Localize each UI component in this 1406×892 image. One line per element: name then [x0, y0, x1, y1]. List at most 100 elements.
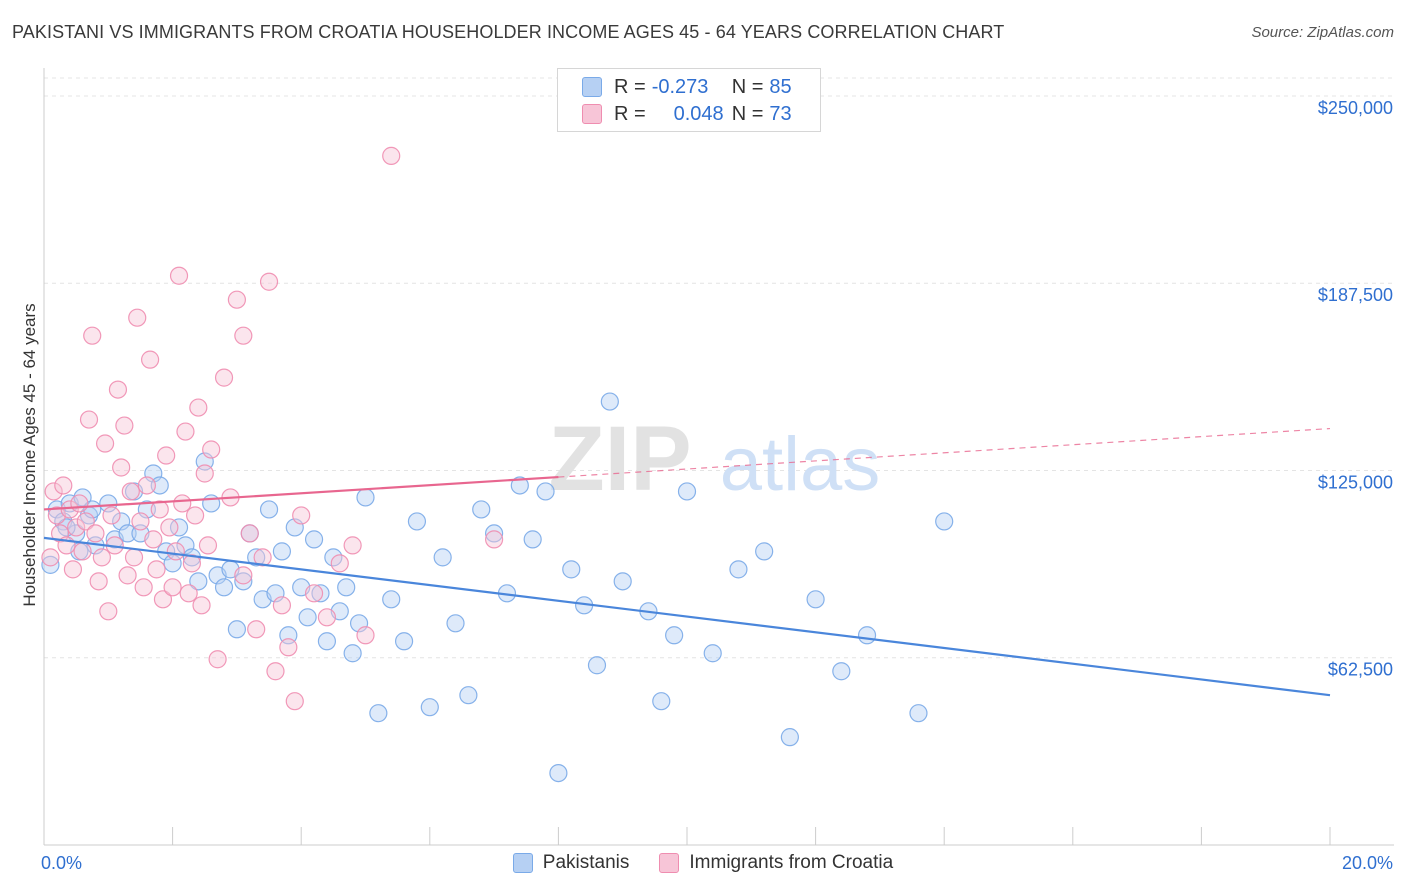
point-0-81	[935, 512, 954, 531]
point-0-40	[304, 530, 324, 549]
point-1-23	[115, 416, 134, 435]
series-1	[41, 146, 504, 711]
point-0-50	[382, 590, 401, 609]
point-0-57	[472, 500, 491, 519]
point-1-72	[234, 326, 253, 345]
point-1-56	[240, 524, 259, 543]
legend-item-croatia[interactable]: Immigrants from Croatia	[659, 852, 893, 874]
point-0-51	[394, 632, 414, 651]
r-value-pakistanis: -0.273	[651, 75, 709, 98]
point-0-64	[562, 560, 581, 579]
point-1-50	[202, 440, 221, 459]
point-0-61	[523, 530, 542, 549]
r-label: R =	[614, 75, 646, 98]
point-1-21	[108, 380, 128, 399]
legend-swatch-croatia	[582, 104, 602, 124]
legend-swatch-pakistanis	[512, 853, 533, 873]
point-1-9	[70, 494, 89, 513]
point-0-79	[857, 626, 877, 645]
y-tick-label-2: $187,500	[1318, 285, 1393, 305]
point-0-31	[247, 548, 266, 567]
point-1-42	[176, 422, 195, 441]
legend-row-croatia: R = 0.048 N = 73	[582, 101, 792, 127]
point-1-54	[227, 290, 246, 309]
point-0-74	[729, 560, 748, 579]
axes	[43, 68, 1394, 846]
point-1-13	[83, 326, 102, 345]
correlation-legend: R = -0.273 N = 85 R = 0.048 N = 73	[557, 68, 821, 132]
point-0-78	[832, 662, 851, 681]
point-0-33	[259, 500, 279, 519]
point-1-25	[121, 482, 140, 501]
point-0-39	[298, 608, 317, 627]
point-0-29	[234, 572, 253, 591]
point-0-26	[214, 578, 234, 597]
point-0-49	[369, 704, 388, 723]
watermark-atlas: atlas	[720, 422, 881, 507]
point-0-80	[909, 704, 928, 723]
point-1-4	[54, 476, 73, 495]
point-1-39	[166, 542, 185, 561]
point-0-45	[337, 578, 356, 597]
series-legend: Pakistanis Immigrants from Croatia	[0, 852, 1406, 874]
point-1-38	[163, 578, 182, 597]
y-tick-labels: $62,500 $125,000 $187,500 $250,000	[1318, 98, 1393, 680]
legend-label-pakistanis: Pakistanis	[542, 852, 630, 873]
legend-item-pakistanis[interactable]: Pakistanis	[512, 852, 630, 874]
point-1-57	[247, 620, 266, 639]
point-1-55	[234, 566, 253, 585]
point-0-19	[169, 518, 189, 537]
point-1-60	[266, 662, 285, 681]
point-0-77	[806, 590, 825, 609]
point-1-46	[189, 398, 208, 417]
point-1-19	[102, 506, 121, 525]
point-0-60	[510, 476, 529, 495]
point-1-30	[137, 476, 156, 495]
point-1-15	[89, 572, 108, 591]
point-1-28	[131, 512, 150, 531]
point-1-11	[76, 512, 95, 531]
point-1-37	[160, 518, 179, 537]
point-0-48	[356, 488, 375, 507]
r-value-croatia: 0.048	[673, 102, 724, 125]
point-1-69	[356, 626, 375, 645]
trend-line-0	[43, 536, 1331, 697]
point-1-29	[134, 578, 153, 597]
point-0-66	[587, 656, 607, 675]
point-1-63	[285, 692, 304, 711]
point-1-68	[343, 536, 362, 555]
point-1-12	[79, 410, 99, 429]
point-1-18	[99, 602, 118, 621]
point-0-73	[703, 644, 722, 663]
point-1-8	[67, 518, 86, 537]
source-label: Source: ZipAtlas.com	[1251, 24, 1394, 41]
watermark: ZIP atlas	[548, 408, 880, 510]
point-1-61	[272, 596, 292, 615]
trend-layer	[43, 427, 1331, 697]
point-0-35	[272, 542, 292, 561]
chart-title: PAKISTANI VS IMMIGRANTS FROM CROATIA HOU…	[12, 22, 1005, 42]
point-0-41	[311, 584, 330, 603]
point-1-26	[124, 548, 144, 567]
watermark-zip: ZIP	[548, 408, 691, 510]
point-1-66	[317, 608, 337, 627]
point-1-58	[253, 548, 272, 567]
point-1-33	[147, 560, 166, 579]
point-0-71	[665, 626, 684, 645]
point-0-54	[433, 548, 452, 567]
point-1-45	[186, 506, 205, 525]
point-1-71	[382, 146, 401, 165]
legend-swatch-pakistanis	[582, 77, 602, 97]
point-1-49	[198, 536, 218, 555]
legend-swatch-croatia	[659, 853, 680, 873]
point-1-67	[330, 554, 349, 573]
point-1-51	[208, 650, 227, 669]
x-tick-label-1: 20.0%	[1342, 853, 1393, 873]
x-tick-label-0: 0.0%	[41, 853, 82, 873]
n-value-croatia: 73	[769, 102, 792, 125]
point-0-8	[99, 494, 118, 513]
point-0-52	[407, 512, 427, 531]
y-tick-label-1: $125,000	[1318, 472, 1393, 492]
point-1-40	[169, 266, 189, 285]
